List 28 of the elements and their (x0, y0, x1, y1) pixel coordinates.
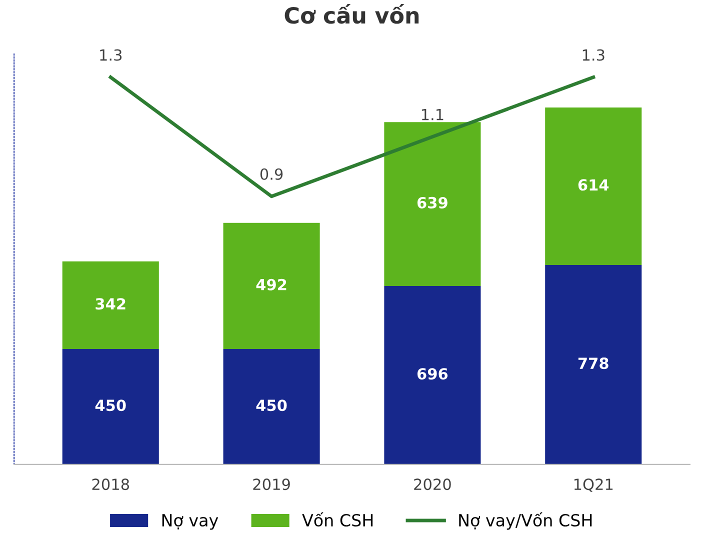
data-label: 639 (417, 196, 448, 208)
legend-label: Vốn CSH (302, 512, 373, 527)
data-label: 1.3 (582, 49, 604, 61)
x-tick-label: 2020 (414, 478, 451, 490)
bar (62, 349, 159, 464)
bar (545, 264, 642, 464)
chart-title: Cơ cấu vốn (284, 4, 419, 24)
x-tick-label: 1Q21 (574, 478, 613, 492)
bar (223, 222, 320, 350)
bar (62, 261, 159, 350)
bar (223, 349, 320, 464)
data-label: 614 (578, 179, 609, 191)
data-label: 1.1 (422, 108, 444, 120)
bar (545, 108, 642, 265)
legend-label: Nợ vay/Vốn CSH (459, 512, 592, 530)
bar (384, 122, 481, 286)
legend-label: Nợ vay (162, 514, 218, 530)
data-label: 696 (417, 368, 448, 380)
data-label: 450 (95, 400, 126, 412)
bar (384, 286, 481, 464)
data-label: 342 (96, 298, 126, 310)
data-label: 492 (256, 278, 286, 290)
data-label: 450 (256, 400, 287, 412)
data-label: 1.3 (100, 49, 122, 61)
x-tick-label: 2019 (253, 478, 290, 490)
data-label: 778 (578, 358, 608, 370)
x-tick-label: 2018 (92, 478, 130, 490)
data-label: 0.9 (260, 168, 283, 180)
